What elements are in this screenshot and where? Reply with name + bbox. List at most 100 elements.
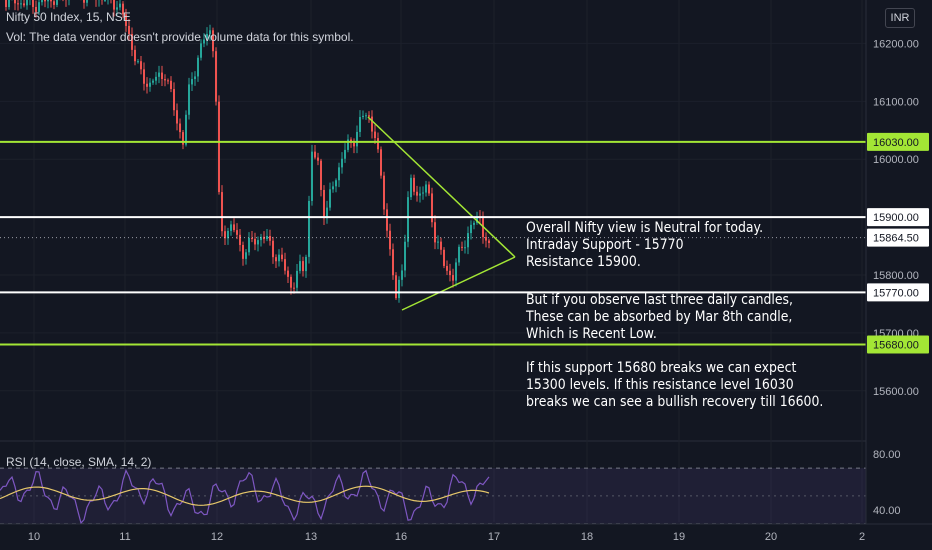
candle-body[interactable]	[146, 83, 148, 87]
candle-body[interactable]	[425, 184, 427, 193]
time-tick-label[interactable]: 20	[765, 531, 777, 543]
candle-body[interactable]	[314, 151, 316, 158]
candle-body[interactable]	[443, 249, 445, 266]
candle-body[interactable]	[344, 149, 346, 159]
candle-body[interactable]	[461, 246, 463, 248]
candle-body[interactable]	[293, 287, 295, 289]
candle-body[interactable]	[275, 257, 277, 262]
candle-body[interactable]	[26, 0, 28, 6]
candle-body[interactable]	[215, 51, 217, 102]
candle-body[interactable]	[482, 218, 484, 238]
candle-body[interactable]	[251, 238, 253, 240]
candle-body[interactable]	[449, 270, 451, 276]
price-level-label[interactable]: 15900.00	[873, 212, 919, 224]
currency-button[interactable]: INR	[885, 8, 915, 28]
candle-body[interactable]	[224, 231, 226, 239]
candle-body[interactable]	[329, 189, 331, 208]
candle-body[interactable]	[377, 138, 379, 150]
candle-body[interactable]	[239, 234, 241, 245]
candle-body[interactable]	[272, 240, 274, 258]
candle-body[interactable]	[104, 0, 106, 1]
candle-body[interactable]	[455, 262, 457, 281]
candle-body[interactable]	[203, 39, 205, 44]
time-tick-label[interactable]: 2	[859, 531, 865, 543]
candle-body[interactable]	[404, 241, 406, 271]
candle-body[interactable]	[257, 240, 259, 245]
candle-body[interactable]	[464, 247, 466, 249]
candle-body[interactable]	[119, 3, 121, 8]
candle-body[interactable]	[56, 0, 58, 5]
candle-body[interactable]	[446, 265, 448, 271]
candle-body[interactable]	[368, 115, 370, 117]
candle-body[interactable]	[452, 275, 454, 281]
time-tick-label[interactable]: 11	[119, 531, 130, 543]
candle-body[interactable]	[221, 192, 223, 232]
candle-body[interactable]	[278, 254, 280, 262]
price-tick-label[interactable]: 16200.00	[873, 38, 919, 50]
candle-body[interactable]	[356, 131, 358, 147]
candle-body[interactable]	[422, 192, 424, 194]
candle-body[interactable]	[380, 149, 382, 176]
candle-body[interactable]	[200, 43, 202, 58]
candle-body[interactable]	[14, 0, 16, 4]
candle-body[interactable]	[383, 175, 385, 210]
candle-body[interactable]	[227, 230, 229, 239]
candle-body[interactable]	[50, 0, 52, 2]
time-tick-label[interactable]: 13	[305, 531, 317, 543]
price-level-tag[interactable]	[867, 335, 929, 354]
candle-body[interactable]	[44, 0, 46, 2]
candle-body[interactable]	[326, 207, 328, 219]
candle-body[interactable]	[320, 160, 322, 190]
candle-body[interactable]	[410, 177, 412, 198]
price-level-label[interactable]: 16030.00	[873, 137, 919, 149]
price-tick-label[interactable]: 15600.00	[873, 386, 919, 398]
time-tick-label[interactable]: 12	[211, 531, 223, 543]
candle-body[interactable]	[179, 123, 181, 133]
candle-body[interactable]	[194, 76, 196, 80]
candle-body[interactable]	[41, 0, 43, 3]
candle-body[interactable]	[416, 191, 418, 196]
candle-body[interactable]	[323, 189, 325, 219]
candle-body[interactable]	[428, 184, 430, 194]
price-axis[interactable]: 16200.0016100.0016000.0015800.0015700.00…	[865, 0, 929, 524]
candle-body[interactable]	[53, 1, 55, 5]
candle-body[interactable]	[236, 230, 238, 235]
candle-body[interactable]	[317, 157, 319, 161]
rsi-tick-label[interactable]: 80.00	[873, 449, 901, 461]
candle-body[interactable]	[191, 79, 193, 85]
rsi-line[interactable]	[0, 469, 490, 525]
candle-body[interactable]	[260, 236, 262, 241]
candle-body[interactable]	[401, 270, 403, 280]
candle-body[interactable]	[407, 197, 409, 242]
candle-body[interactable]	[113, 0, 115, 10]
candle-body[interactable]	[161, 72, 163, 80]
rsi-label[interactable]: RSI (14, close, SMA, 14, 2)	[6, 455, 152, 469]
time-tick-label[interactable]: 10	[28, 531, 40, 543]
candle-body[interactable]	[365, 115, 367, 117]
candle-body[interactable]	[134, 49, 136, 62]
candle-body[interactable]	[143, 69, 145, 84]
symbol-title[interactable]: Nifty 50 Index, 15, NSE	[6, 10, 131, 24]
candle-body[interactable]	[206, 33, 208, 40]
candle-body[interactable]	[17, 3, 19, 5]
candle-body[interactable]	[149, 82, 151, 87]
candle-body[interactable]	[197, 57, 199, 77]
candle-body[interactable]	[437, 241, 439, 243]
candle-body[interactable]	[392, 249, 394, 276]
candle-body[interactable]	[218, 101, 220, 193]
price-level-label[interactable]: 15770.00	[873, 287, 919, 299]
candle-body[interactable]	[386, 209, 388, 231]
price-tick-label[interactable]: 16100.00	[873, 96, 919, 108]
candle-body[interactable]	[395, 275, 397, 299]
candle-body[interactable]	[38, 2, 40, 12]
candle-body[interactable]	[362, 115, 364, 117]
candle-body[interactable]	[83, 0, 85, 3]
candle-body[interactable]	[158, 72, 160, 77]
candle-body[interactable]	[434, 222, 436, 243]
candle-body[interactable]	[359, 116, 361, 132]
candle-body[interactable]	[32, 0, 34, 7]
triangle-upper-trendline[interactable]	[367, 116, 516, 258]
candle-body[interactable]	[20, 3, 22, 5]
candle-body[interactable]	[173, 89, 175, 111]
candle-body[interactable]	[242, 244, 244, 259]
